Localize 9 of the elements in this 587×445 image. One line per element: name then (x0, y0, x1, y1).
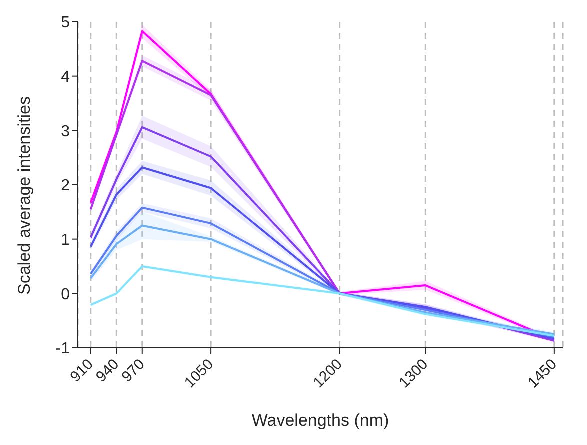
y-axis-title: Scaled average intensities (15, 96, 34, 295)
y-tick-label: 2 (61, 178, 70, 195)
y-tick-label: 3 (61, 123, 70, 140)
y-tick-label: 5 (61, 14, 70, 32)
y-tick-label: 4 (61, 69, 70, 86)
x-axis-title: Wavelengths (nm) (252, 411, 390, 430)
y-tick-label: 0 (61, 286, 70, 304)
y-tick-label: 1 (61, 232, 70, 250)
y-tick-label: -1 (56, 340, 70, 358)
